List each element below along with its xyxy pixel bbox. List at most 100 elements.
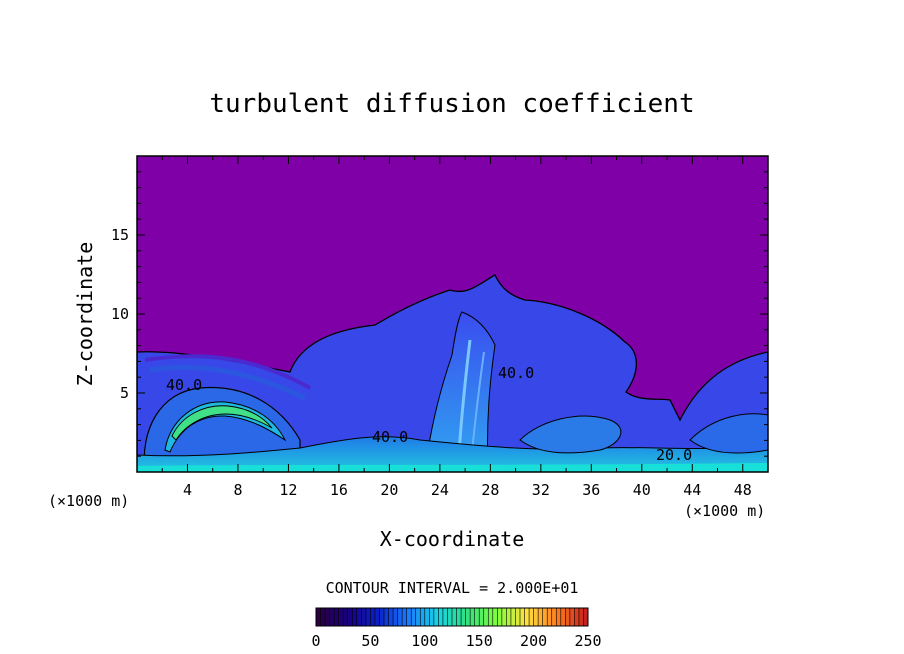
colorbar-cell bbox=[316, 608, 322, 626]
x-tick-label: 4 bbox=[183, 481, 192, 499]
plot-area: 40.0 40.0 40.0 20.0 bbox=[137, 156, 768, 472]
colorbar-cell bbox=[515, 608, 521, 626]
left-arc-region bbox=[143, 386, 301, 472]
x-tick-label: 32 bbox=[532, 481, 550, 499]
colorbar-cell bbox=[433, 608, 439, 626]
colorbar-cell bbox=[578, 608, 584, 626]
x-axis: 4 8 12 16 20 24 28 32 36 40 44 48 bbox=[161, 156, 752, 499]
colorbar-cell bbox=[479, 608, 485, 626]
colorbar-cell bbox=[574, 608, 580, 626]
left-streak-2 bbox=[144, 354, 311, 390]
colorbar-tick-label: 200 bbox=[520, 632, 547, 650]
colorbar-cell bbox=[492, 608, 498, 626]
x-axis-unit-right: (×1000 m) bbox=[684, 502, 765, 520]
colorbar-cell bbox=[547, 608, 553, 626]
colorbar-cell bbox=[442, 608, 448, 626]
colorbar-cell bbox=[452, 608, 458, 626]
colorbar bbox=[315, 607, 589, 627]
contour-label: 40.0 bbox=[498, 364, 534, 382]
colorbar-cell bbox=[370, 608, 376, 626]
y-tick-label: 10 bbox=[111, 305, 129, 323]
y-axis-label: Z-coordinate bbox=[73, 242, 97, 387]
contour-label: 20.0 bbox=[656, 446, 692, 464]
x-tick-label: 24 bbox=[431, 481, 449, 499]
colorbar-cell bbox=[583, 608, 589, 626]
colorbar-cell bbox=[551, 608, 557, 626]
colorbar-cell bbox=[365, 608, 371, 626]
contour-label: 40.0 bbox=[166, 376, 202, 394]
colorbar-cell bbox=[374, 608, 380, 626]
colorbar-tick-label: 100 bbox=[411, 632, 438, 650]
colorbar-cell bbox=[506, 608, 512, 626]
colorbar-cell bbox=[415, 608, 421, 626]
x-tick-label: 28 bbox=[481, 481, 499, 499]
colorbar-cell bbox=[438, 608, 444, 626]
colorbar-cell bbox=[524, 608, 530, 626]
colorbar-cell bbox=[456, 608, 462, 626]
ground-layer bbox=[137, 436, 768, 472]
colorbar-cell bbox=[352, 608, 358, 626]
colorbar-cell bbox=[529, 608, 535, 626]
colorbar-cell bbox=[461, 608, 467, 626]
chart-title: turbulent diffusion coefficient bbox=[209, 89, 694, 119]
x-tick-label: 20 bbox=[380, 481, 398, 499]
colorbar-cell bbox=[497, 608, 503, 626]
colorbar-cell bbox=[356, 608, 362, 626]
colorbar-cell bbox=[320, 608, 326, 626]
y-axis: 5 10 15 bbox=[111, 171, 768, 457]
colorbar-tick-label: 150 bbox=[466, 632, 493, 650]
colorbar-frame bbox=[315, 607, 589, 627]
x-tick-label: 12 bbox=[279, 481, 297, 499]
x-axis-unit-left: (×1000 m) bbox=[48, 492, 129, 510]
x-tick-label: 16 bbox=[330, 481, 348, 499]
colorbar-cell bbox=[474, 608, 480, 626]
x-tick-label: 8 bbox=[233, 481, 242, 499]
colorbar-cell bbox=[334, 608, 340, 626]
y-tick-label: 5 bbox=[120, 384, 129, 402]
colorbar-cell bbox=[343, 608, 349, 626]
contour-label: 40.0 bbox=[372, 428, 408, 446]
colorbar-cell bbox=[465, 608, 471, 626]
x-tick-label: 36 bbox=[582, 481, 600, 499]
x-tick-label: 44 bbox=[683, 481, 701, 499]
colorbar-cell bbox=[411, 608, 417, 626]
colorbar-cell bbox=[501, 608, 507, 626]
colorbar-cell bbox=[325, 608, 331, 626]
colorbar-cell bbox=[402, 608, 408, 626]
right-blob bbox=[519, 415, 622, 454]
colorbar-cell bbox=[384, 608, 390, 626]
left-arc-core bbox=[171, 405, 273, 441]
x-tick-label: 48 bbox=[734, 481, 752, 499]
colorbar-cell bbox=[565, 608, 571, 626]
colorbar-cell bbox=[388, 608, 394, 626]
colorbar-cell bbox=[483, 608, 489, 626]
colorbar-cell bbox=[338, 608, 344, 626]
left-streak-1 bbox=[149, 364, 307, 401]
colorbar-cell bbox=[488, 608, 494, 626]
colorbar-cell bbox=[379, 608, 385, 626]
colorbar-cell bbox=[397, 608, 403, 626]
x-tick-label: 40 bbox=[633, 481, 651, 499]
colorbar-cell bbox=[470, 608, 476, 626]
right-blob-2 bbox=[689, 413, 768, 454]
colorbar-cell bbox=[560, 608, 566, 626]
colorbar-cell bbox=[429, 608, 435, 626]
colorbar-tick-label: 250 bbox=[574, 632, 601, 650]
colorbar-cell bbox=[538, 608, 544, 626]
colorbar-cell bbox=[361, 608, 367, 626]
surface-strip bbox=[137, 463, 768, 472]
colorbar-cell bbox=[542, 608, 548, 626]
contour-interval: CONTOUR INTERVAL = 2.000E+01 bbox=[326, 579, 579, 597]
colorbar-ticks: 0 50 100 150 200 250 bbox=[311, 632, 601, 650]
colorbar-cell bbox=[329, 608, 335, 626]
colorbar-cell bbox=[447, 608, 453, 626]
colorbar-tick-label: 0 bbox=[311, 632, 320, 650]
colorbar-cell bbox=[424, 608, 430, 626]
colorbar-cell bbox=[556, 608, 562, 626]
colorbar-tick-label: 50 bbox=[361, 632, 379, 650]
colorbar-cell bbox=[420, 608, 426, 626]
colorbar-cell bbox=[569, 608, 575, 626]
colorbar-cell bbox=[510, 608, 516, 626]
colorbar-cell bbox=[406, 608, 412, 626]
